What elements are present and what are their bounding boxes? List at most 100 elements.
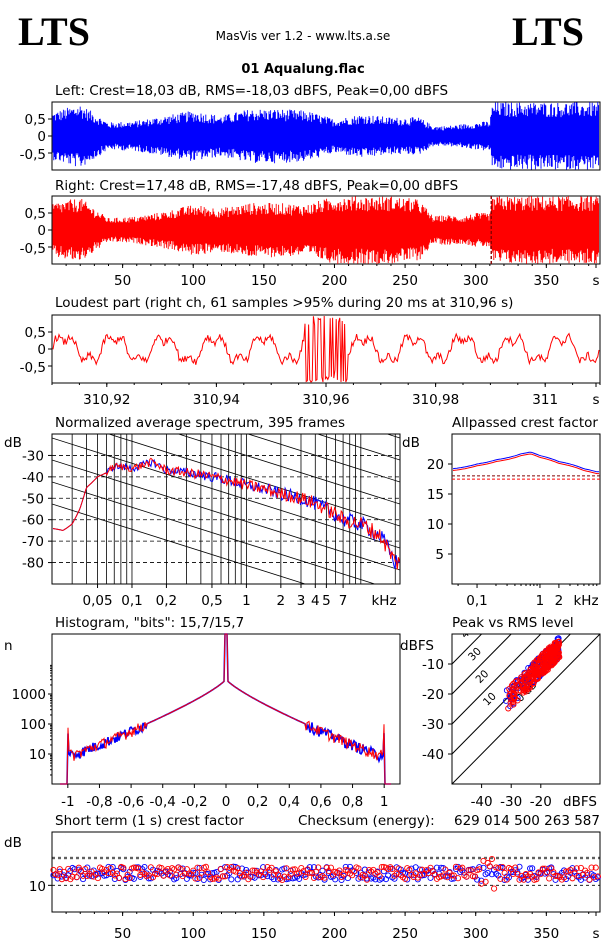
shortterm-point-left: [516, 863, 523, 870]
shortterm-point-left: [281, 865, 288, 872]
shortterm-point-right: [327, 864, 334, 871]
spectrum-xtick-label: 1: [242, 593, 251, 609]
shortterm-point-right: [402, 875, 409, 882]
histogram-xtick-label: 0: [222, 794, 231, 810]
shortterm-point-right: [190, 867, 197, 874]
histogram-panel: 1000 100 10 -1 -0,8 -0,6 -0,4 -0,2 0 0,2 0,4 0,6 0,…: [12, 633, 401, 810]
peakrms-y-ticks: -10 -20 -30 -40: [422, 657, 452, 763]
shortterm-point-right: [363, 876, 371, 883]
shortterm-point-right: [94, 875, 101, 882]
shortterm-point-right: [160, 872, 167, 879]
histogram-ytick-label: 100: [20, 717, 46, 733]
crest-title: Allpassed crest factor: [452, 415, 598, 431]
histogram-x-ticks: -1 -0,8 -0,6 -0,4 -0,2 0 0,2 0,4 0,6 0,8 1: [61, 784, 388, 810]
peakrms-point-right: [534, 656, 541, 663]
checksum-value: 629 014 500 263 587: [454, 813, 600, 829]
shortterm-point-right: [281, 873, 288, 880]
peakrms-xtick-label: -40: [471, 794, 493, 810]
shortterm-point-right: [158, 865, 165, 872]
peakrms-diagonal: [452, 634, 512, 695]
histogram-ytick-label: 10: [29, 747, 46, 763]
shortterm-point-right: [116, 874, 123, 881]
histogram-xtick-label: 0,8: [342, 794, 363, 810]
shortterm-xtick-label: 350: [533, 926, 559, 942]
shortterm-plot: [48, 855, 601, 892]
peakrms-point-right: [538, 670, 545, 677]
shortterm-point-right: [257, 868, 265, 875]
shortterm-point-right: [592, 864, 599, 871]
loudest-xtick-label: 310,92: [83, 392, 130, 408]
spectrum-ytick-label: -80: [22, 556, 44, 572]
shortterm-point-left: [141, 863, 148, 871]
shortterm-point-right: [590, 874, 597, 881]
shortterm-point-right: [560, 874, 568, 881]
loudest-xtick-label: 310,98: [412, 392, 459, 408]
shortterm-point-right: [283, 865, 290, 872]
shortterm-point-right: [471, 873, 479, 880]
peakrms-point-left: [514, 695, 521, 702]
waveform-xtick-label: s: [592, 273, 599, 289]
shortterm-point-right: [495, 865, 502, 872]
shortterm-point-right: [306, 869, 313, 876]
crest-ytick-label: 5: [435, 547, 444, 563]
peakrms-point-right: [555, 639, 562, 646]
loudest-xtick-label: 311: [532, 392, 558, 408]
shortterm-point-right: [469, 873, 476, 880]
crest-series-right: [452, 453, 599, 475]
shortterm-point-right: [546, 875, 553, 882]
shortterm-point-right: [567, 866, 574, 873]
shortterm-xtick-label: 200: [322, 926, 348, 942]
shortterm-point-right: [355, 865, 362, 872]
peakrms-ylabel: dBFS: [400, 638, 434, 654]
crest-xunit-label: kHz: [573, 593, 598, 609]
spectrum-diagonal: [316, 434, 400, 461]
loudest-part-x-ticks: 310,92 310,94 310,96 310,98 311 s: [51, 383, 601, 408]
shortterm-point-right: [80, 872, 87, 879]
histogram-series-right: [60, 633, 391, 785]
shortterm-point-right: [289, 866, 296, 873]
shortterm-point-right: [302, 873, 309, 881]
right-ytick-0: 0,5: [25, 206, 46, 222]
shortterm-point-left: [361, 866, 368, 873]
histogram-xtick-label: 0,2: [247, 794, 268, 810]
spectrum-diagonals: [52, 434, 400, 584]
spectrum-plot: [52, 457, 400, 570]
waveform-xtick-label: 350: [533, 273, 559, 289]
loudest-part-title: Loudest part (right ch, 61 samples >95% …: [55, 295, 513, 311]
shortterm-xtick-label: 150: [251, 926, 277, 942]
shortterm-point-right: [247, 873, 254, 880]
shortterm-xtick-label: s: [592, 926, 599, 942]
shortterm-point-right: [588, 864, 595, 871]
peakrms-point-right: [515, 681, 522, 688]
shortterm-point-right: [455, 875, 462, 882]
shortterm-point-right: [73, 874, 80, 881]
shortterm-point-left: [296, 875, 303, 882]
shortterm-point-right: [192, 875, 199, 882]
spectrum-ytick-label: -70: [22, 534, 44, 550]
shortterm-point-right: [166, 872, 173, 879]
peakrms-diagonal-label: 20: [473, 668, 491, 686]
loudest-xtick-label: s: [592, 392, 599, 408]
spectrum-xtick-label: 0,05: [83, 593, 113, 609]
shortterm-point-right: [543, 869, 551, 876]
shortterm-x-ticks: 50 100 150 200 250 300 350 s: [65, 912, 600, 942]
loudest-xtick-label: 310,94: [193, 392, 240, 408]
shortterm-point-right: [448, 872, 455, 879]
shortterm-point-right: [393, 870, 400, 877]
peakrms-point-right: [527, 666, 534, 674]
waveform-x-ticks: 50 100 150 200 250 300 350 s: [65, 264, 600, 289]
crest-ytick-label: 10: [427, 517, 444, 533]
peakrms-xunit-label: dBFS: [563, 794, 597, 810]
crest-plot: [452, 451, 600, 480]
shortterm-point-right: [537, 871, 544, 878]
peakrms-point-right: [527, 665, 535, 673]
peakrms-point-right: [510, 686, 517, 693]
crest-xtick-label: 2: [555, 593, 564, 609]
shortterm-point-right: [507, 865, 515, 873]
spectrum-ytick-label: -30: [22, 448, 44, 464]
waveform-xtick-label: 50: [114, 273, 131, 289]
spectrum-xunit-label: kHz: [371, 593, 396, 609]
spectrum-frame: [51, 433, 401, 585]
peakrms-point-right: [556, 654, 563, 661]
